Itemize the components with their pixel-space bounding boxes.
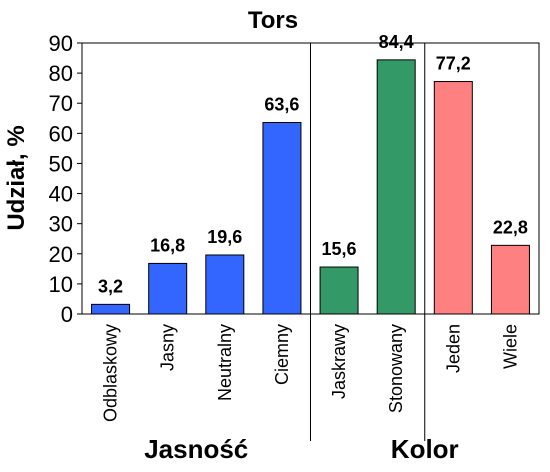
bars [91,59,530,315]
group-labels: Jasność Kolor [144,434,458,464]
x-axis-ticks: Odblaskowy Jasny Neutralny Ciemny Jaskrawy St… [101,324,521,422]
data-label: 3,2 [98,276,123,296]
y-tick-label: 70 [49,91,73,116]
x-tick-label: Jaskrawy [329,324,349,399]
group-separators [310,43,426,441]
x-tick-label: Neutralny [215,324,235,401]
bar-jeden [433,81,473,315]
data-label: 77,2 [436,54,471,74]
y-tick-label: 90 [49,31,73,56]
x-tick-label: Stonowany [386,324,406,413]
y-tick-label: 30 [49,212,73,237]
bar-jasny [148,262,188,315]
x-tick-label: Jeden [443,324,463,373]
chart-title: Tors [248,7,298,34]
y-tick-label: 50 [49,151,73,176]
x-tick-label: Jasny [158,324,178,371]
x-tick-label: Wiele [500,324,520,369]
x-tick-label: Odblaskowy [101,324,121,422]
data-label: 16,8 [150,235,185,255]
data-label: 63,6 [264,94,299,114]
y-tick-label: 20 [49,242,73,267]
data-labels: 3,2 16,8 19,6 63,6 15,6 84,4 77,2 22,8 [98,32,528,297]
y-tick-label: 60 [49,121,73,146]
bar-ciemny [262,121,302,315]
data-label: 22,8 [493,217,528,237]
data-label: 15,6 [322,239,357,259]
bar-jaskrawy [319,266,359,315]
y-axis-ticks: 0 10 20 30 40 50 60 70 80 90 [49,31,82,327]
x-tick-label: Ciemny [272,324,292,385]
group-label: Jasność [144,434,248,464]
y-tick-label: 10 [49,272,73,297]
y-tick-label: 40 [49,182,73,207]
y-tick-label: 0 [61,302,73,327]
bar-neutralny [205,254,245,315]
bar-wiele [490,244,530,315]
y-tick-label: 80 [49,61,73,86]
bar-stonowany [376,59,416,315]
group-label: Kolor [391,434,459,464]
data-label: 84,4 [379,32,414,52]
data-label: 19,6 [207,227,242,247]
y-axis-label: Udział, % [3,125,30,230]
bar-odblaskowy [91,303,131,315]
